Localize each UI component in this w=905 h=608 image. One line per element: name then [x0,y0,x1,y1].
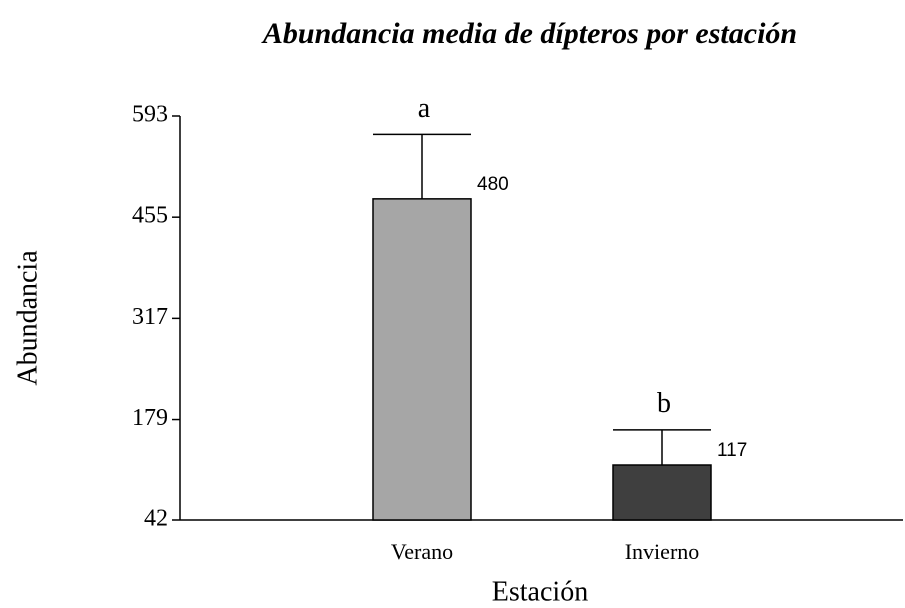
y-tick-label: 317 [132,304,168,330]
x-tick-label: Invierno [625,539,700,564]
y-tick-label: 179 [132,405,168,431]
y-tick-label: 42 [144,506,168,532]
x-axis-label: Estación [492,576,588,607]
data-label: 480 [477,174,509,195]
bar [372,198,472,521]
annotation: a [418,93,431,124]
bar [612,464,712,521]
y-axis-label: Abundancia [12,250,43,386]
chart-title: Abundancia media de dípteros por estació… [261,17,797,50]
data-label: 117 [717,440,747,461]
annotation: b [657,388,671,419]
y-tick-label: 593 [132,102,168,128]
x-tick-label: Verano [391,539,453,564]
y-tick-label: 455 [132,203,168,229]
